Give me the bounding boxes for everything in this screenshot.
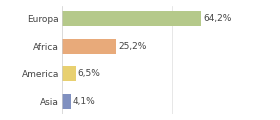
- Bar: [62, 11, 201, 26]
- Text: 25,2%: 25,2%: [118, 42, 146, 51]
- Bar: [62, 94, 71, 109]
- Bar: [62, 66, 76, 81]
- Text: 64,2%: 64,2%: [203, 14, 231, 23]
- Bar: [62, 39, 116, 54]
- Text: 4,1%: 4,1%: [72, 97, 95, 106]
- Text: 6,5%: 6,5%: [78, 69, 100, 78]
